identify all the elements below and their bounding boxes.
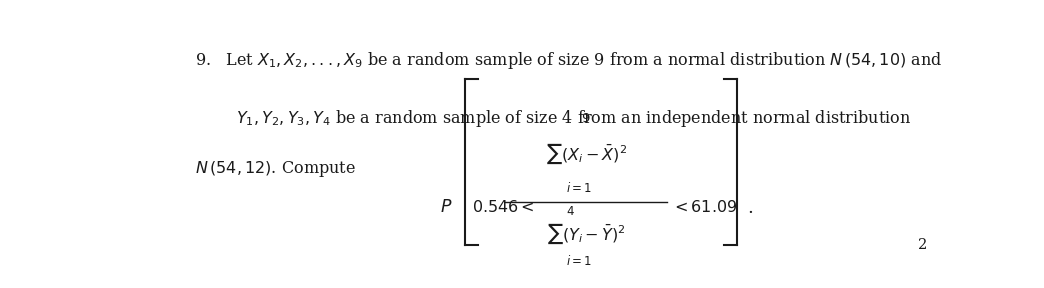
Text: $i=1$: $i=1$	[566, 181, 592, 195]
Text: $P$: $P$	[440, 199, 452, 216]
Text: $\sum(X_i - \bar{X})^2$: $\sum(X_i - \bar{X})^2$	[546, 142, 626, 166]
Text: $< 61.09$: $< 61.09$	[671, 199, 737, 216]
Text: $\sum(Y_i - \bar{Y})^2$: $\sum(Y_i - \bar{Y})^2$	[547, 222, 625, 246]
Text: 9.   Let $X_1, X_2,..., X_9$ be a random sample of size 9 from a normal distribu: 9. Let $X_1, X_2,..., X_9$ be a random s…	[195, 50, 943, 71]
Text: $Y_1, Y_2, Y_3, Y_4$ be a random sample of size 4 from an independent normal dis: $Y_1, Y_2, Y_3, Y_4$ be a random sample …	[236, 108, 910, 129]
Text: $0.546 <$: $0.546 <$	[472, 199, 535, 216]
Text: $N\,(54,12)$. Compute: $N\,(54,12)$. Compute	[195, 159, 356, 179]
Text: $9$: $9$	[582, 112, 591, 125]
Text: 2: 2	[919, 238, 927, 252]
Text: $i=1$: $i=1$	[566, 254, 592, 268]
Text: .: .	[748, 198, 753, 217]
Text: $4$: $4$	[566, 205, 574, 219]
